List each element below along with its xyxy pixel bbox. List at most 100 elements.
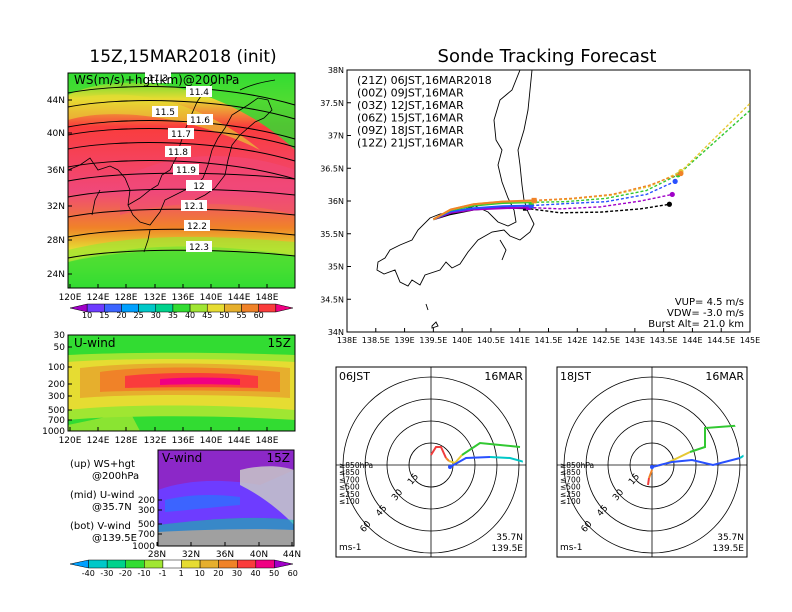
ws-contour-label-bg	[186, 241, 212, 252]
ws-contour-label-bg	[184, 220, 210, 231]
ws-colorbar-tick: 15	[99, 311, 109, 320]
u-p-tick-label: 200	[48, 380, 65, 390]
u-p-tick-label: 50	[54, 343, 66, 353]
track-burst-marker	[525, 205, 531, 211]
track-legend-item: (12Z) 21JST,16MAR	[357, 137, 464, 150]
u-lon-tick-label: 132E	[144, 436, 167, 446]
ws-contour-label-bg	[145, 72, 171, 83]
hodo-start-marker	[448, 465, 452, 469]
uv-colorbar-swatch	[274, 559, 294, 569]
hodo-level-label: ≤700	[560, 475, 581, 484]
ws-low-south	[68, 246, 295, 288]
uv-colorbar-tick: 1	[179, 569, 184, 578]
uv-colorbar-tick: -1	[159, 569, 167, 578]
uv-colorbar-swatch	[162, 559, 182, 569]
uv-colorbar-tick: -10	[138, 569, 151, 578]
hodo-trace-segment	[489, 456, 523, 471]
v-panel-label: V-wind	[162, 451, 202, 465]
u-panel-label: U-wind	[74, 336, 115, 350]
u-lon-tick-label: 136E	[172, 436, 195, 446]
hodo-trace	[647, 423, 744, 486]
ws-contour-label: 11.7	[171, 130, 191, 140]
note-bot-1: (bot) V-wind	[70, 521, 131, 532]
ws-colorbar-swatch	[275, 303, 294, 313]
v-panel-time: 15Z	[267, 451, 291, 465]
track-lon-tick-label: 140.5E	[477, 336, 505, 345]
hodo-level-label: ≤100	[339, 497, 360, 506]
hodo-level-label: ≤700	[339, 475, 360, 484]
ws-colorbar-tick: 40	[185, 311, 195, 320]
ws-coastline	[68, 79, 276, 253]
uv-colorbar-swatch	[199, 559, 219, 569]
hodo-trace-segment	[430, 446, 447, 459]
ws-lat-tick-label: 28N	[47, 236, 65, 246]
track-lon-tick-label: 142E	[567, 336, 587, 345]
track-burst-marker	[531, 197, 537, 203]
hodo-level-label: ≤250	[560, 490, 581, 499]
ws-contour-line	[68, 228, 295, 238]
legend-notes: (up) WS+hgt @200hPa (mid) U-wind @35.7N …	[70, 459, 139, 544]
ws-contour-label: 12.1	[184, 202, 204, 212]
ws-contour-line	[68, 188, 295, 198]
ws-contour-label-bg	[168, 128, 194, 139]
ws-colorbar: 10 15 20 25 30 35 40 45 50 55 60	[69, 303, 294, 320]
v-lat-tick-label: 32N	[182, 550, 200, 560]
hodo-time: 18JST	[560, 370, 591, 383]
note-mid-2: @35.7N	[92, 502, 132, 513]
hodo-level-label: ≥850hPa	[339, 461, 373, 470]
hodo-trace-segment	[461, 441, 521, 456]
hodo-trace	[430, 441, 523, 471]
ws-contour-label: 11.3	[148, 74, 168, 84]
ws-panel: 11.3 11.4 11.5 11.6 11.7 11.8 11.9 12 12.1 12.2 12…	[47, 72, 296, 320]
track-lon-tick-label: 138E	[337, 336, 357, 345]
u-p-tick-label: 700	[48, 416, 65, 426]
ws-contour-line	[68, 249, 295, 259]
track-legend-item: (00Z) 09JST,16MAR	[357, 87, 464, 100]
track-frame	[346, 69, 751, 333]
u-lon-tick-label: 148E	[256, 436, 279, 446]
hodo-trace-segment	[448, 454, 463, 465]
v-p-tick-label: 300	[138, 506, 155, 516]
ws-lon-tick-label: 148E	[256, 293, 279, 303]
hodo-loc-lat: 35.7N	[717, 533, 744, 543]
ws-lon-ticks: 120E 124E 128E 132E 136E 140E 144E 148E	[59, 284, 279, 303]
uv-colorbar: -40 -30 -20 -10 -1 1 10 20 30 40 50 60	[69, 559, 298, 578]
ws-lon-tick-label: 124E	[87, 293, 110, 303]
ws-contour-label: 11.4	[189, 88, 209, 98]
track-legend-item: (09Z) 18JST,16MAR	[357, 124, 464, 137]
ws-contour-label-bg	[173, 164, 199, 175]
track-landing-marker	[669, 191, 675, 198]
uv-colorbar-swatch	[144, 559, 164, 569]
note-up-1: (up) WS+hgt	[70, 459, 135, 470]
u-p-tick-label: 30	[54, 331, 66, 341]
track-landing-marker	[666, 201, 673, 207]
ws-colorbar-tick: 30	[151, 311, 161, 320]
ws-colorbar-tick: 10	[82, 311, 92, 320]
track-legend-item: (21Z) 06JST,16MAR2018	[357, 74, 492, 87]
v-p-tick-label: 1000	[132, 542, 155, 552]
ws-colorbar-tick: 20	[116, 311, 126, 320]
track-lon-tick-label: 138.5E	[362, 336, 390, 345]
v-lat-tick-label: 28N	[148, 550, 166, 560]
track-lat-tick-label: 38N	[328, 66, 344, 75]
ws-lat-tick-label: 24N	[47, 270, 65, 280]
uv-colorbar-tick: 40	[250, 569, 260, 578]
uv-colorbar-swatch	[181, 559, 201, 569]
v-p-tick-label: 200	[138, 496, 155, 506]
track-lat-tick-label: 34.5N	[320, 295, 344, 304]
u-lon-tick-label: 144E	[228, 436, 251, 446]
v-band-2	[165, 495, 240, 512]
ws-lat-tick-label: 40N	[47, 129, 65, 139]
ws-contour-line	[68, 142, 295, 162]
uv-colorbar-swatch	[218, 559, 238, 569]
u-p-tick-label: 500	[48, 406, 65, 416]
left-title: 15Z,15MAR2018 (init)	[89, 47, 276, 67]
uv-colorbar-tick: 30	[232, 569, 242, 578]
ws-contour-label-bg	[186, 86, 212, 97]
